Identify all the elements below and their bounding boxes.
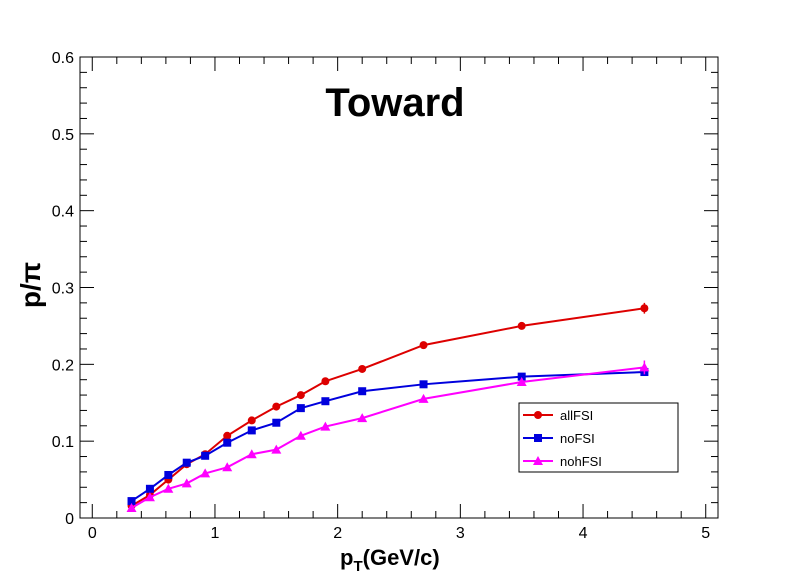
data-point [639, 362, 650, 372]
data-point [358, 364, 367, 373]
data-point [321, 377, 330, 386]
data-point [246, 449, 257, 459]
x-axis-label: pT(GeV/c) [340, 545, 440, 575]
data-point [247, 426, 256, 435]
data-point [419, 380, 428, 389]
legend-entry-noFSI: noFSI [523, 431, 595, 446]
x-tick-label: 5 [701, 525, 710, 542]
data-point [272, 402, 281, 411]
x-tick-label: 0 [88, 525, 97, 542]
data-point [295, 430, 306, 440]
data-point [640, 304, 649, 313]
x-tick-label: 4 [579, 525, 588, 542]
x-tick-label: 1 [211, 525, 220, 542]
data-point [418, 393, 429, 403]
legend-label: nohFSI [560, 454, 602, 469]
data-point [223, 438, 232, 447]
x-axis-label-main: p [340, 545, 353, 570]
data-point [419, 341, 428, 350]
data-point [296, 391, 305, 400]
data-point [127, 497, 136, 506]
y-tick-label: 0.5 [52, 127, 74, 144]
x-axis-label-subscript: T [353, 558, 362, 575]
data-point [222, 462, 233, 472]
legend-label: noFSI [560, 431, 595, 446]
data-point [182, 458, 191, 467]
data-point [164, 470, 173, 479]
data-point [145, 484, 154, 493]
data-point [272, 418, 281, 427]
data-point [358, 387, 367, 396]
y-tick-label: 0.3 [52, 281, 74, 298]
data-point [163, 483, 174, 493]
series [126, 302, 650, 513]
y-tick-label: 0.6 [52, 50, 74, 67]
data-point [296, 404, 305, 413]
legend-marker [533, 456, 543, 465]
x-axis-label-unit: (GeV/c) [363, 545, 440, 570]
data-point [201, 451, 210, 460]
data-point [271, 444, 282, 454]
data-point [320, 421, 331, 431]
data-point [516, 377, 527, 387]
y-tick-label: 0.1 [52, 434, 74, 451]
data-point [144, 492, 155, 502]
legend-marker [534, 434, 542, 442]
data-point [181, 478, 192, 488]
x-tick-label: 3 [456, 525, 465, 542]
x-tick-label: 2 [333, 525, 342, 542]
series-nohFSI [126, 360, 650, 513]
y-tick-label: 0 [65, 511, 74, 528]
data-point [247, 416, 256, 425]
legend-entry-nohFSI: nohFSI [523, 454, 602, 469]
y-axis-label: p/π [15, 262, 46, 308]
data-point [357, 413, 368, 423]
data-point [517, 372, 526, 381]
data-point [321, 397, 330, 406]
legend-entry-allFSI: allFSI [523, 408, 593, 423]
chart-title: Toward [325, 81, 464, 125]
data-point [126, 503, 137, 513]
legend: allFSI noFSI nohFSI [518, 402, 679, 473]
legend-label: allFSI [560, 408, 593, 423]
ticks: 0 1 2 3 4 5 0 0.1 0.2 0.3 0.4 0.5 0.6 [52, 50, 718, 542]
data-point [517, 321, 526, 330]
y-tick-label: 0.2 [52, 357, 74, 374]
data-point [200, 468, 211, 478]
legend-marker [534, 411, 542, 419]
series-line [131, 366, 645, 509]
data-point [223, 431, 232, 440]
y-tick-label: 0.4 [52, 204, 74, 221]
